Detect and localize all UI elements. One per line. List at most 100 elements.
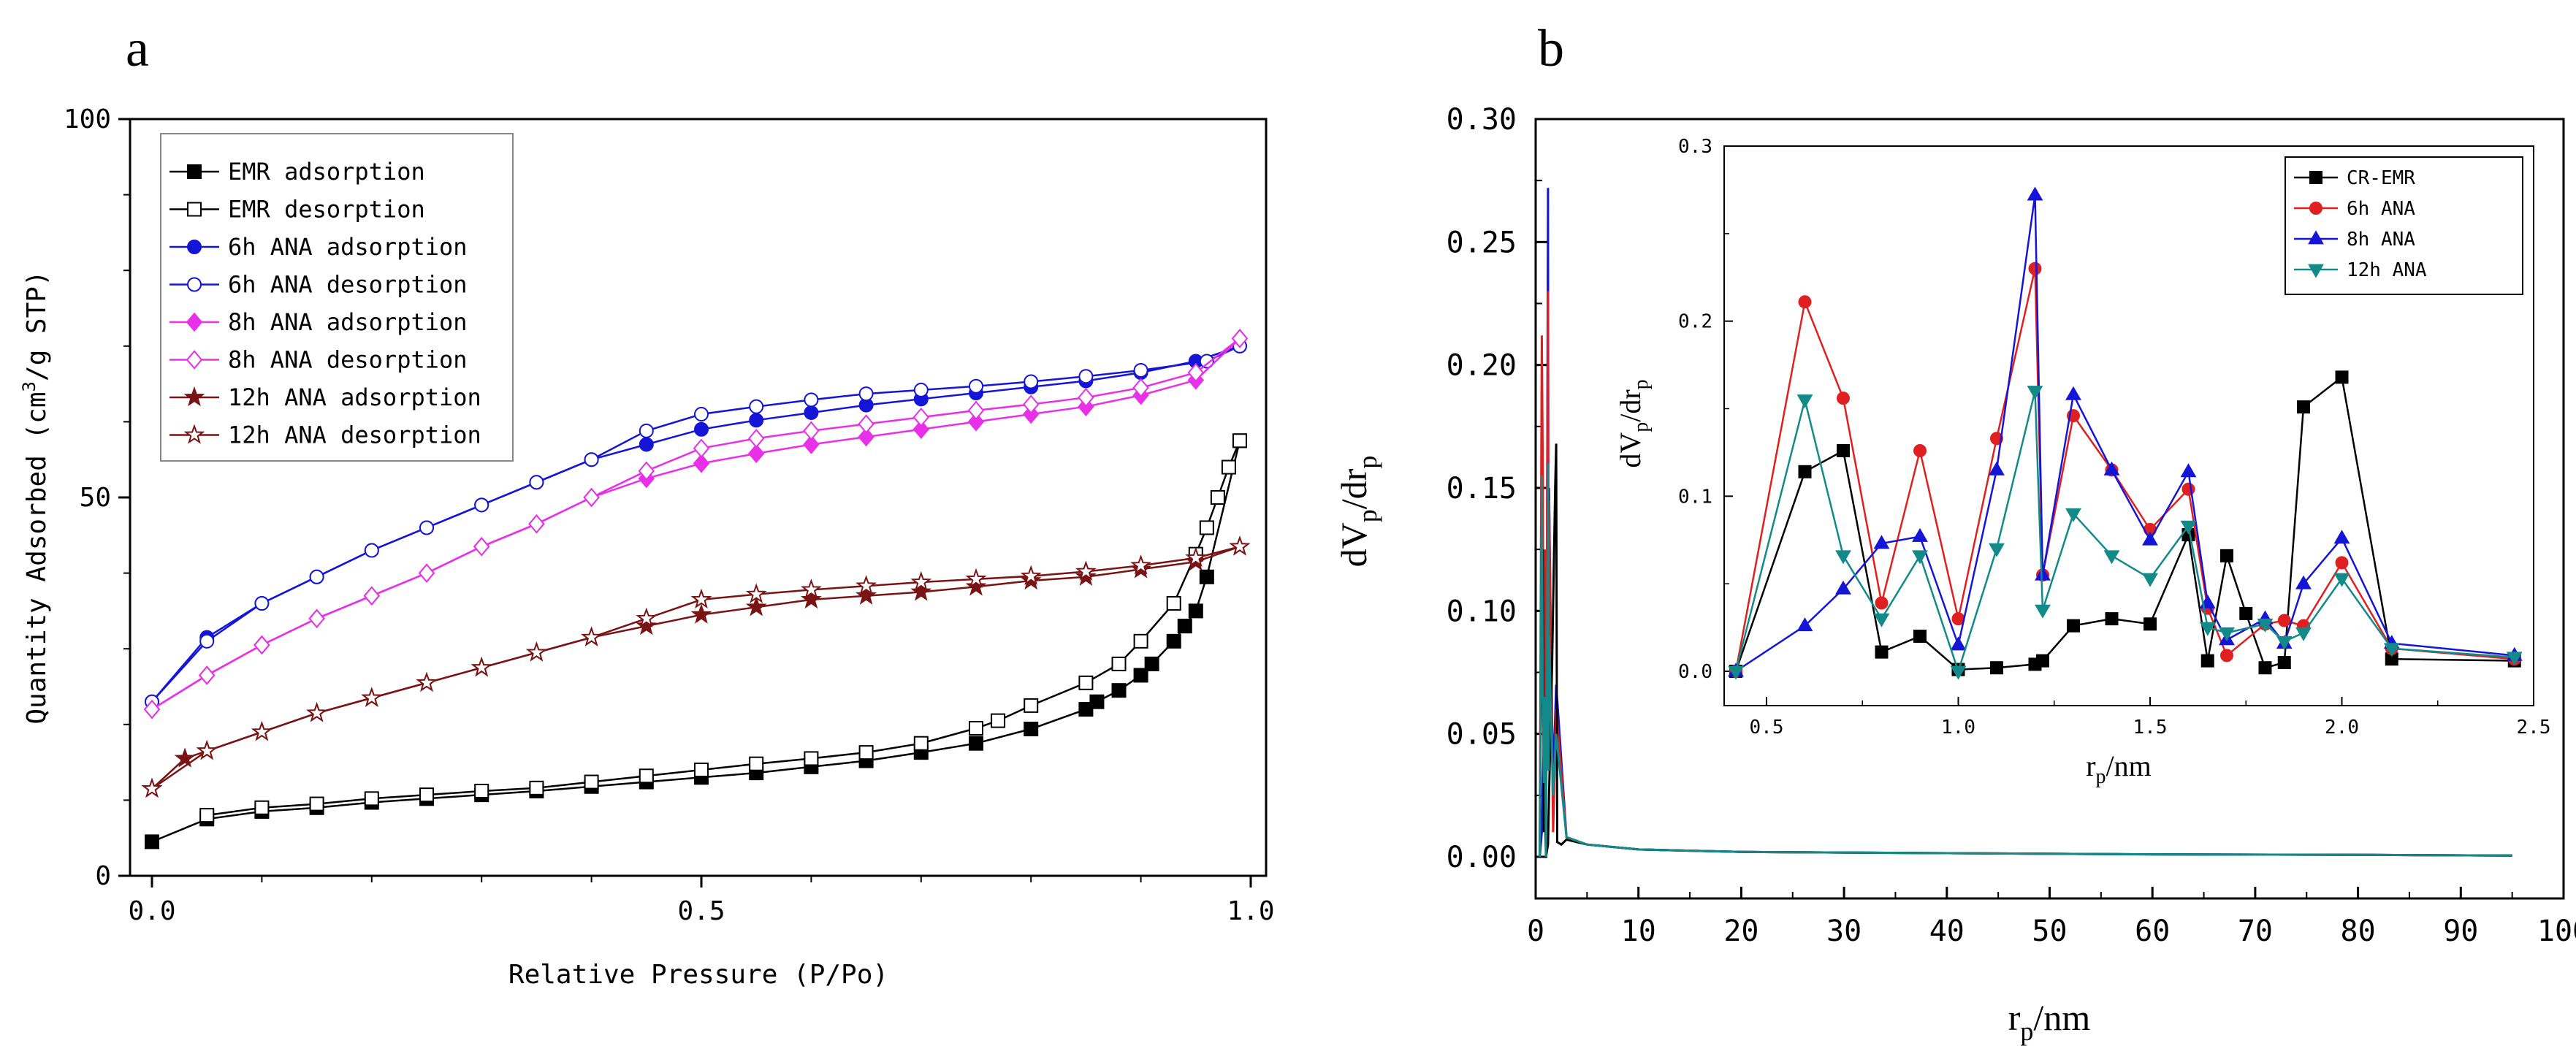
data-point-6h-ana-desorption [913,382,929,397]
legend-marker-emr-desorption [187,202,202,217]
data-point-8h-ana-desorption [363,586,381,606]
data-point-8h-ana-desorption [1078,387,1094,408]
inset-series-line-cr-emr [1734,375,2515,672]
inset-y-axis-label: dVp/drp [1614,379,1653,467]
inset-data-point-12h-ana [2295,627,2312,641]
data-point-emr-desorption [1078,675,1094,690]
legend-marker-8h-ana-adsorption [186,312,203,332]
inset-data-point-12h-ana [2027,386,2043,400]
legend-marker-6h-ana-adsorption [187,240,202,254]
data-point-8h-ana-desorption [967,400,985,421]
data-point-12h-ana-desorption [636,607,658,628]
inset-data-point-8h-ana [1989,461,2005,476]
inset-data-point-12h-ana [2035,604,2051,619]
data-point-8h-ana-desorption [747,428,765,448]
inset-data-point-cr-emr [2036,654,2049,668]
panel-b-y-axis-label: dVp/drp [1333,456,1382,568]
data-point-8h-ana-desorption [308,608,325,629]
data-point-12h-ana-desorption [910,570,932,592]
inset-legend-entry-cr-emr: CR-EMR [2294,167,2415,189]
legend-marker-12h-ana-desorption [183,424,205,444]
legend-entry-8h-ana-desorption: 8h ANA desorption [169,346,468,374]
data-point-emr-adsorption [1188,603,1203,619]
panel-a-x-axis-label: Relative Pressure (P/Po) [508,960,888,990]
data-point-6h-ana-desorption [969,378,983,394]
data-point-8h-ana-desorption [638,461,655,481]
data-point-emr-desorption [858,745,874,760]
data-point-emr-adsorption [1144,656,1159,671]
data-point-emr-desorption [694,762,709,777]
inset-data-point-cr-emr [2105,612,2119,626]
legend-marker-emr-adsorption [187,164,202,179]
panel-b-x-tick-label-2: 20 [1723,915,1758,948]
data-point-12h-ana-desorption [361,687,383,707]
inset-data-point-12h-ana [1912,550,1928,565]
data-point-emr-desorption [1232,433,1247,448]
panel-b-y-tick-label-5: 0.25 [1447,226,1517,259]
inset-data-point-12h-ana [2103,550,2120,565]
inset-legend-label-cr-emr: CR-EMR [2347,167,2415,189]
legend-label-8h-ana-adsorption: 8h ANA adsorption [228,308,468,336]
legend-marker-8h-ana-desorption [186,350,203,370]
data-point-emr-desorption [364,791,379,806]
panel-b-y-tick-label-1: 0.05 [1447,718,1517,752]
data-point-6h-ana-desorption [1133,362,1148,378]
data-point-8h-ana-desorption [803,421,820,441]
data-point-emr-desorption [1199,520,1214,535]
data-point-emr-desorption [1024,698,1039,713]
legend-entry-12h-ana-adsorption: 12h ANA adsorption [169,383,481,411]
inset-data-point-cr-emr [2144,617,2157,631]
data-point-8h-ana-adsorption [967,412,985,432]
inset-data-point-cr-emr [1875,645,1889,659]
panel-b-x-tick-label-7: 70 [2238,915,2273,948]
data-point-12h-ana-adsorption [910,581,932,601]
panel-b-y-tick-label-0: 0.00 [1447,841,1517,874]
data-point-emr-adsorption [969,736,983,751]
series-8h-ana-desorption [143,329,1249,719]
data-point-emr-desorption [584,774,599,790]
panel-b-series-12h-ana [1539,463,2512,858]
inset-data-point-12h-ana [2199,622,2216,636]
inset-data-point-12h-ana [2257,618,2274,633]
inset-y-label-sub2: p [1630,379,1653,389]
inset-data-point-cr-emr [2239,606,2253,620]
data-point-6h-ana-desorption [639,423,654,438]
data-point-6h-ana-adsorption [639,437,654,452]
data-point-emr-adsorption [1024,722,1039,737]
inset-data-point-8h-ana [2027,186,2043,201]
panel-a-y-tick-label-2: 100 [64,104,111,134]
legend-marker-6h-ana-desorption [187,277,202,292]
data-point-emr-desorption [804,751,819,766]
inset-data-point-12h-ana [2219,627,2235,641]
panel-b-y-tick-label-6: 0.30 [1447,103,1517,137]
data-point-12h-ana-desorption [196,739,218,760]
data-point-emr-desorption [419,787,434,803]
inset-x-tick-label-1: 1.0 [1941,717,1975,738]
inset-data-point-cr-emr [2297,400,2310,414]
series-line-emr-desorption [207,440,1241,817]
panel-b-x-tick-label-5: 50 [2032,915,2067,948]
series-12h-ana-desorption [141,535,1251,798]
data-point-8h-ana-desorption [1022,394,1040,414]
inset-series-12h-ana [1728,386,2523,680]
inset-data-point-12h-ana [2065,508,2081,522]
panel-b-x-tick-label-3: 30 [1826,915,1861,948]
data-point-6h-ana-desorption [254,596,270,611]
panel-a-x-tick-label-1: 0.5 [677,896,725,926]
legend-entry-emr-desorption: EMR desorption [169,196,425,224]
inset-x-tick-label-3: 2.0 [2325,717,2359,738]
data-point-6h-ana-desorption [364,543,379,558]
data-point-12h-ana-adsorption [636,615,658,635]
inset-data-point-12h-ana [2333,573,2350,587]
panel-a-y-axis-label: Quantity Adsorbed (cm3/g STP) [19,270,52,724]
panel-a-y-label-part2: /g STP) [22,270,52,381]
data-point-12h-ana-desorption [416,671,438,692]
data-point-12h-ana-desorption [470,656,492,677]
data-point-6h-ana-desorption [1078,369,1094,384]
data-point-6h-ana-desorption [804,392,819,408]
legend-entry-12h-ana-desorption: 12h ANA desorption [169,421,481,449]
inset-data-point-6h-ana [1990,432,2003,446]
legend-entry-emr-adsorption: EMR adsorption [169,158,425,186]
panel-b-x-tick-label-6: 60 [2135,915,2170,948]
